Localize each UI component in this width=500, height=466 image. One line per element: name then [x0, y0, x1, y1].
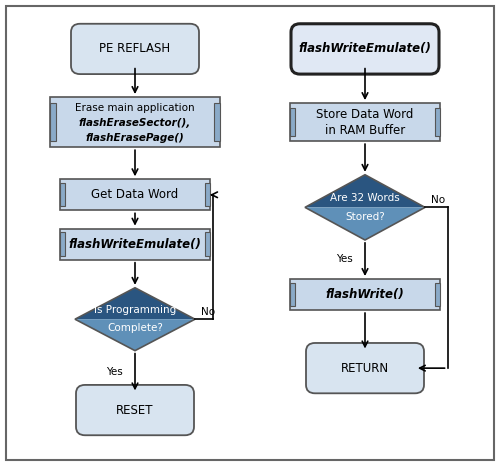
- Bar: [434, 108, 440, 137]
- Bar: [50, 97, 220, 147]
- Text: No: No: [201, 307, 215, 317]
- Text: Store Data Word: Store Data Word: [316, 109, 414, 122]
- Text: RESET: RESET: [116, 404, 154, 417]
- Text: No: No: [431, 195, 445, 206]
- Bar: [290, 103, 440, 141]
- FancyBboxPatch shape: [71, 24, 199, 74]
- Bar: [290, 283, 296, 306]
- Bar: [50, 103, 56, 141]
- Text: Yes: Yes: [106, 367, 122, 377]
- Bar: [60, 179, 210, 211]
- Bar: [434, 283, 440, 306]
- Text: flashWrite(): flashWrite(): [326, 288, 404, 301]
- Bar: [290, 108, 296, 137]
- Text: PE REFLASH: PE REFLASH: [100, 42, 170, 55]
- Text: in RAM Buffer: in RAM Buffer: [325, 124, 405, 137]
- Text: flashEraseSector(),: flashEraseSector(),: [79, 118, 191, 128]
- Text: Get Data Word: Get Data Word: [92, 188, 178, 201]
- Text: RETURN: RETURN: [341, 362, 389, 375]
- Text: Yes: Yes: [336, 254, 352, 264]
- Bar: [205, 183, 210, 206]
- Polygon shape: [75, 288, 195, 319]
- Bar: [214, 103, 220, 141]
- Text: flashErasePage(): flashErasePage(): [86, 133, 184, 143]
- FancyBboxPatch shape: [291, 24, 439, 74]
- FancyBboxPatch shape: [76, 385, 194, 435]
- Text: flashWriteEmulate(): flashWriteEmulate(): [68, 238, 202, 251]
- Bar: [60, 233, 66, 256]
- Polygon shape: [305, 175, 425, 207]
- Bar: [60, 183, 66, 206]
- Text: Stored?: Stored?: [345, 212, 385, 221]
- Bar: [205, 233, 210, 256]
- Text: Complete?: Complete?: [107, 323, 163, 333]
- Bar: [290, 279, 440, 310]
- Text: flashWriteEmulate(): flashWriteEmulate(): [298, 42, 432, 55]
- Text: Is Programming: Is Programming: [94, 305, 176, 315]
- Text: Erase main application: Erase main application: [75, 103, 195, 113]
- FancyBboxPatch shape: [306, 343, 424, 393]
- Polygon shape: [305, 207, 425, 240]
- Polygon shape: [75, 319, 195, 350]
- Text: Are 32 Words: Are 32 Words: [330, 193, 400, 203]
- Bar: [60, 228, 210, 260]
